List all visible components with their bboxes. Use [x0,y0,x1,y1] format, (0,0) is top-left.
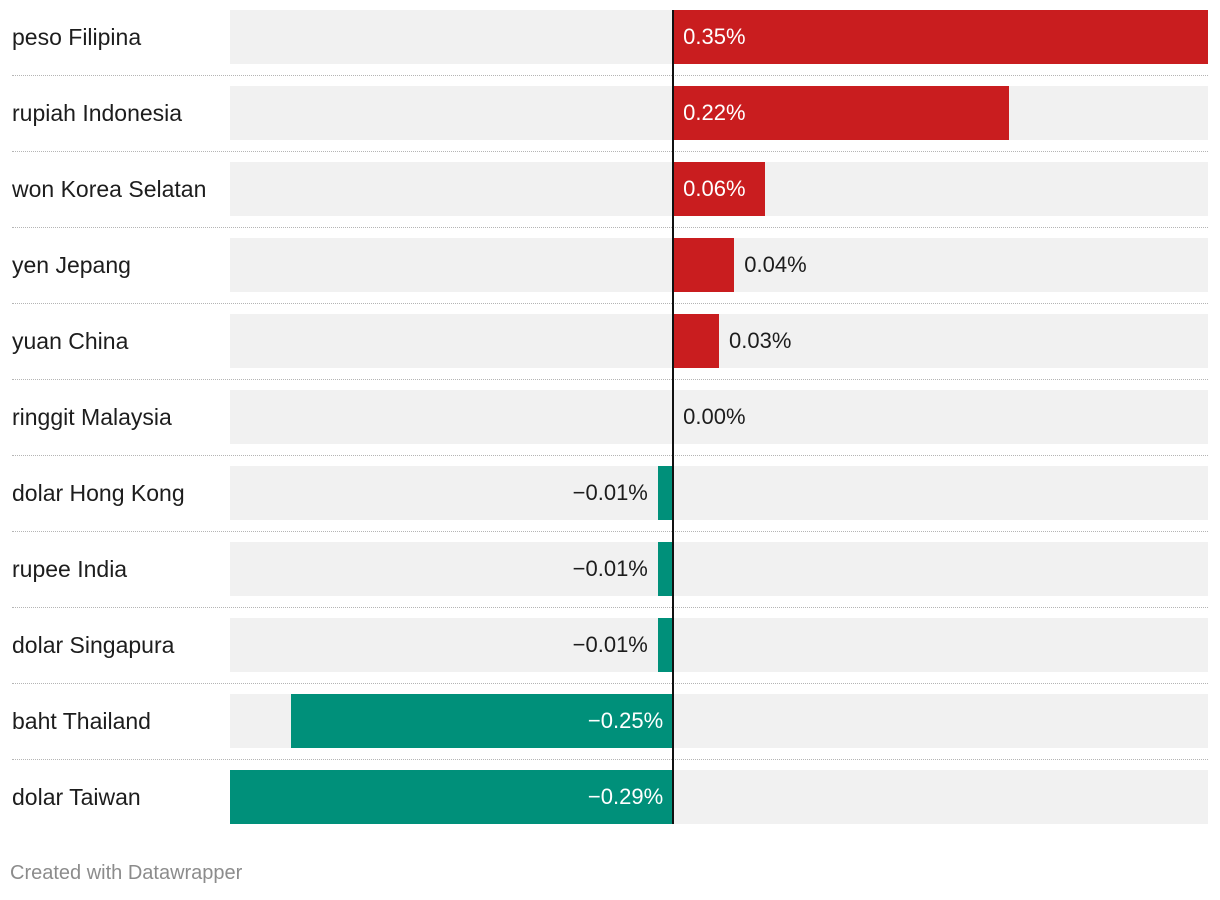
category-label: baht Thailand [12,708,151,734]
bar-negative[interactable] [291,694,674,748]
value-label: −0.01% [572,556,648,581]
category-label: yen Jepang [12,252,131,278]
bar-track [230,542,1208,596]
row-separator [12,227,1208,228]
value-label: 0.06% [683,176,746,201]
category-label: yuan China [12,328,129,354]
value-label: −0.01% [572,632,648,657]
bar-positive[interactable] [673,86,1010,140]
zero-axis-line [672,10,675,824]
value-label: 0.00% [683,404,746,429]
value-label: 0.35% [683,24,746,49]
row-separator [12,759,1208,760]
row-separator [12,683,1208,684]
value-label: −0.29% [587,784,664,809]
value-label: 0.04% [744,252,807,277]
bar-negative[interactable] [657,542,674,596]
bar-negative[interactable] [657,466,674,520]
bar-track [230,314,1208,368]
row-separator [12,151,1208,152]
bar-track [230,618,1208,672]
footer-credit[interactable]: Created with Datawrapper [10,862,243,884]
category-label: rupiah Indonesia [12,100,183,126]
category-label: won Korea Selatan [12,176,207,202]
row-separator [12,303,1208,304]
bar-track [230,466,1208,520]
value-label: 0.03% [729,328,792,353]
bar-negative[interactable] [657,618,674,672]
category-label: peso Filipina [12,24,142,50]
bar-positive[interactable] [673,162,765,216]
value-label: −0.25% [587,708,664,733]
value-label: −0.01% [572,480,648,505]
category-label: dolar Singapura [12,632,175,658]
category-label: dolar Taiwan [12,784,141,810]
category-label: ringgit Malaysia [12,404,172,430]
category-label: rupee India [12,556,128,582]
value-label: 0.22% [683,100,746,125]
bar-track [230,390,1208,444]
category-label: dolar Hong Kong [12,480,185,506]
bar-negative[interactable] [230,770,674,824]
row-separator [12,531,1208,532]
row-separator [12,455,1208,456]
row-separator [12,75,1208,76]
row-separator [12,379,1208,380]
bar-positive[interactable] [673,238,735,292]
bar-positive[interactable] [673,314,719,368]
bar-positive[interactable] [673,10,1208,64]
row-separator [12,607,1208,608]
